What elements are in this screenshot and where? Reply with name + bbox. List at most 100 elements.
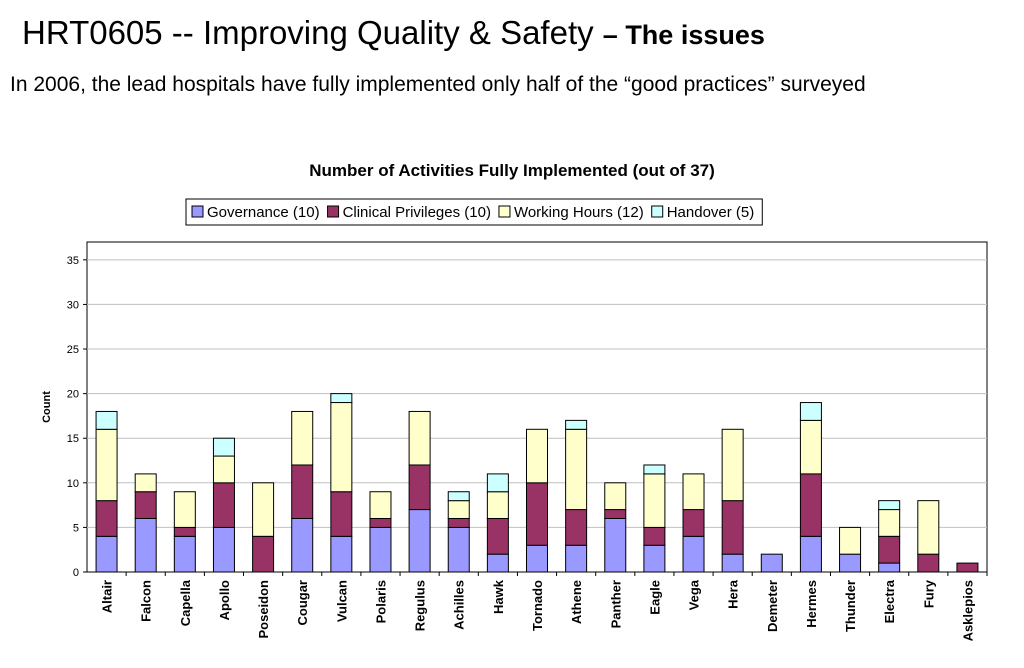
- bar-segment-poseidon-1: [252, 535, 275, 573]
- bar-segment-polaris-0: [369, 526, 392, 573]
- bar-segment-hawk-3: [486, 473, 509, 493]
- x-tick-label-panther: Panther: [608, 580, 623, 628]
- bar-segment-athene-2: [565, 428, 588, 511]
- bar-segment-altair-1: [95, 500, 118, 537]
- bar-segment-capella-1: [173, 526, 196, 537]
- bar-segment-regulus-2: [408, 410, 431, 466]
- bar-segment-polaris-2: [369, 491, 392, 519]
- bar-segment-athene-3: [565, 419, 588, 430]
- bar-segment-hawk-0: [486, 553, 509, 573]
- y-tick-label-20: 20: [67, 389, 79, 401]
- bar-segment-achilles-2: [447, 500, 470, 519]
- x-tick-label-thunder: Thunder: [843, 580, 858, 632]
- bar-segment-apollo-3: [212, 437, 235, 457]
- bar-segment-panther-1: [604, 509, 627, 519]
- bar-segment-electra-3: [878, 500, 901, 511]
- legend-label-2: Working Hours (12): [514, 204, 644, 221]
- bar-segment-eagle-1: [643, 526, 666, 546]
- bar-segment-vulcan-0: [330, 535, 353, 573]
- x-tick-label-falcon: Falcon: [139, 580, 154, 622]
- legend-box: [185, 198, 763, 226]
- bar-segment-fury-1: [917, 553, 940, 573]
- slide-subtitle: In 2006, the lead hospitals have fully i…: [10, 73, 866, 96]
- bar-segment-tornado-2: [526, 428, 548, 484]
- bar-segment-achilles-1: [447, 517, 470, 528]
- chart-title: Number of Activities Fully Implemented (…: [309, 161, 715, 180]
- bar-segment-asklepios-1: [956, 562, 979, 573]
- slide-title-main: HRT0605 -- Improving Quality & Safety: [22, 14, 594, 51]
- bar-segment-capella-0: [173, 535, 196, 573]
- bar-segment-hermes-1: [799, 473, 822, 537]
- bar-segment-hera-1: [721, 500, 744, 555]
- bar-segment-panther-2: [604, 482, 627, 511]
- x-tick-label-tornado: Tornado: [530, 580, 545, 631]
- y-axis-label: Count: [41, 391, 53, 423]
- bar-segment-apollo-0: [212, 526, 235, 573]
- bar-segment-hermes-0: [799, 535, 822, 573]
- bar-segment-vega-0: [682, 535, 705, 573]
- bar-segment-panther-0: [604, 517, 627, 573]
- bar-segment-polaris-1: [369, 517, 392, 528]
- x-tick-label-electra: Electra: [882, 579, 897, 623]
- x-tick-label-vulcan: Vulcan: [334, 580, 349, 622]
- bar-segment-demeter-0: [760, 553, 783, 573]
- x-tick-label-hawk: Hawk: [491, 579, 506, 614]
- bar-segment-fury-2: [917, 500, 940, 555]
- x-tick-label-athene: Athene: [569, 580, 584, 624]
- legend-label-0: Governance (10): [207, 204, 320, 221]
- y-tick-label-35: 35: [67, 255, 79, 267]
- bar-segment-eagle-0: [643, 544, 666, 573]
- x-tick-label-achilles: Achilles: [452, 580, 467, 630]
- y-tick-label-0: 0: [73, 567, 79, 579]
- bar-segment-achilles-0: [447, 526, 470, 573]
- x-tick-label-cougar: Cougar: [295, 580, 310, 626]
- bar-segment-regulus-1: [408, 464, 431, 511]
- y-tick-label-5: 5: [73, 522, 79, 534]
- bar-segment-regulus-0: [408, 509, 431, 573]
- bar-segment-thunder-0: [839, 553, 862, 573]
- x-tick-label-apollo: Apollo: [217, 580, 232, 620]
- x-tick-label-capella: Capella: [178, 579, 193, 626]
- x-tick-label-fury: Fury: [921, 579, 936, 608]
- bar-segment-hera-2: [721, 428, 744, 502]
- slide-title-suffix: – The issues: [602, 20, 765, 50]
- bar-segment-eagle-2: [643, 473, 666, 528]
- bar-segment-tornado-0: [526, 544, 548, 573]
- bar-segment-apollo-1: [212, 482, 235, 528]
- bar-segment-cougar-1: [291, 464, 314, 519]
- bar-segment-thunder-2: [839, 526, 862, 555]
- bar-segment-falcon-1: [134, 491, 157, 519]
- x-tick-label-poseidon: Poseidon: [256, 580, 271, 639]
- bar-segment-vega-2: [682, 473, 705, 511]
- bar-segment-hawk-1: [486, 517, 509, 555]
- bar-segment-hawk-2: [486, 491, 509, 519]
- x-tick-label-hermes: Hermes: [804, 580, 819, 628]
- legend-swatch-1: [327, 205, 340, 218]
- bar-segment-vulcan-2: [330, 402, 353, 493]
- bar-segment-poseidon-2: [252, 482, 275, 537]
- bar-segment-achilles-3: [447, 491, 470, 502]
- bar-segment-falcon-2: [134, 473, 157, 493]
- y-tick-label-10: 10: [67, 478, 79, 490]
- legend-swatch-2: [498, 205, 511, 218]
- legend-swatch-3: [651, 205, 664, 218]
- bar-segment-athene-0: [565, 544, 588, 573]
- bar-segment-capella-2: [173, 491, 196, 528]
- x-tick-label-eagle: Eagle: [647, 580, 662, 615]
- slide-title: HRT0605 -- Improving Quality & Safety – …: [22, 14, 765, 52]
- x-tick-label-regulus: Regulus: [413, 580, 428, 631]
- x-tick-label-asklepios: Asklepios: [960, 580, 975, 641]
- bar-segment-electra-1: [878, 535, 901, 564]
- x-tick-label-polaris: Polaris: [373, 580, 388, 623]
- y-tick-label-15: 15: [67, 433, 79, 445]
- x-tick-label-vega: Vega: [687, 579, 702, 610]
- bar-segment-altair-2: [95, 428, 118, 502]
- legend-label-3: Handover (5): [667, 204, 755, 221]
- bar-segment-vega-1: [682, 509, 705, 537]
- bar-segment-cougar-0: [291, 517, 314, 573]
- bar-segment-electra-0: [878, 562, 901, 573]
- bar-segment-athene-1: [565, 509, 588, 546]
- bar-segment-cougar-2: [291, 410, 314, 466]
- bar-segment-vulcan-3: [330, 393, 353, 404]
